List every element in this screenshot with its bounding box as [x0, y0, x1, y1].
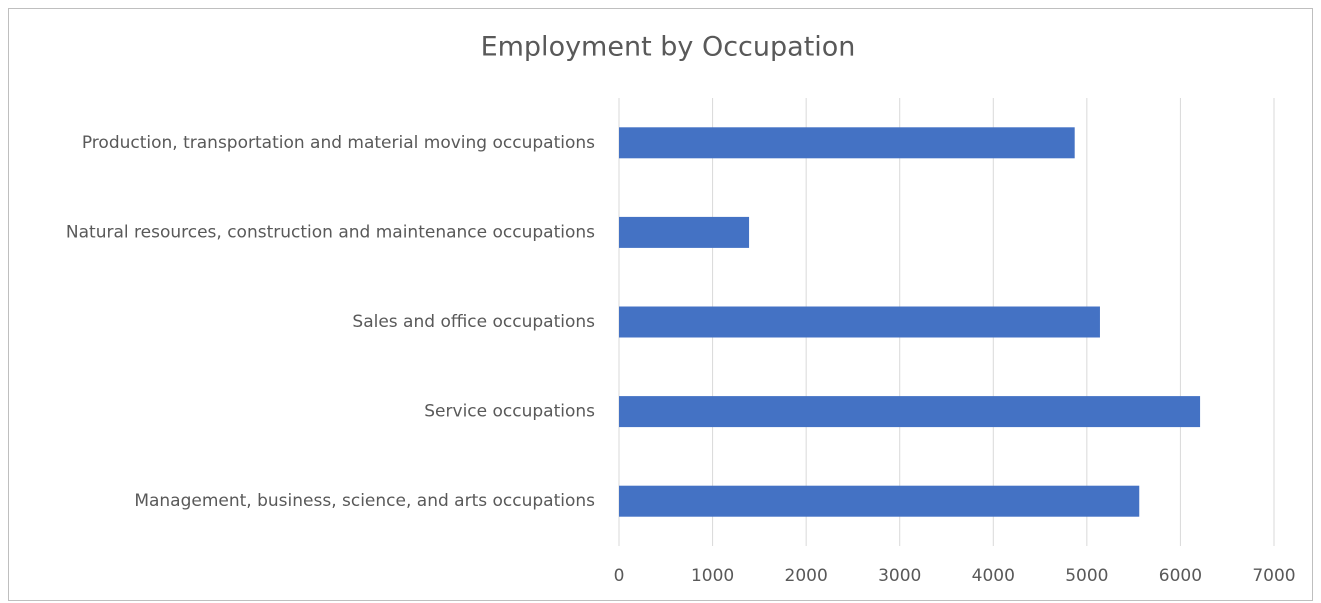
- bar: [619, 485, 1140, 517]
- y-tick-label: Service occupations: [424, 402, 595, 422]
- x-tick-label: 3000: [878, 566, 921, 586]
- y-tick-label: Management, business, science, and arts …: [134, 491, 595, 511]
- x-tick-label: 4000: [972, 566, 1015, 586]
- y-tick-label: Sales and office occupations: [352, 312, 595, 332]
- x-tick-label: 5000: [1065, 566, 1108, 586]
- bar: [619, 396, 1201, 428]
- chart-title: Employment by Occupation: [481, 32, 856, 63]
- x-tick-label: 0: [614, 566, 625, 586]
- y-tick-label: Natural resources, construction and main…: [66, 222, 595, 242]
- bar: [619, 306, 1100, 338]
- bar: [619, 216, 750, 248]
- y-tick-label: Production, transportation and material …: [82, 133, 595, 153]
- x-tick-label: 6000: [1159, 566, 1202, 586]
- x-tick-label: 2000: [785, 566, 828, 586]
- bar: [619, 127, 1075, 159]
- x-tick-label: 7000: [1252, 566, 1295, 586]
- x-tick-label: 1000: [691, 566, 734, 586]
